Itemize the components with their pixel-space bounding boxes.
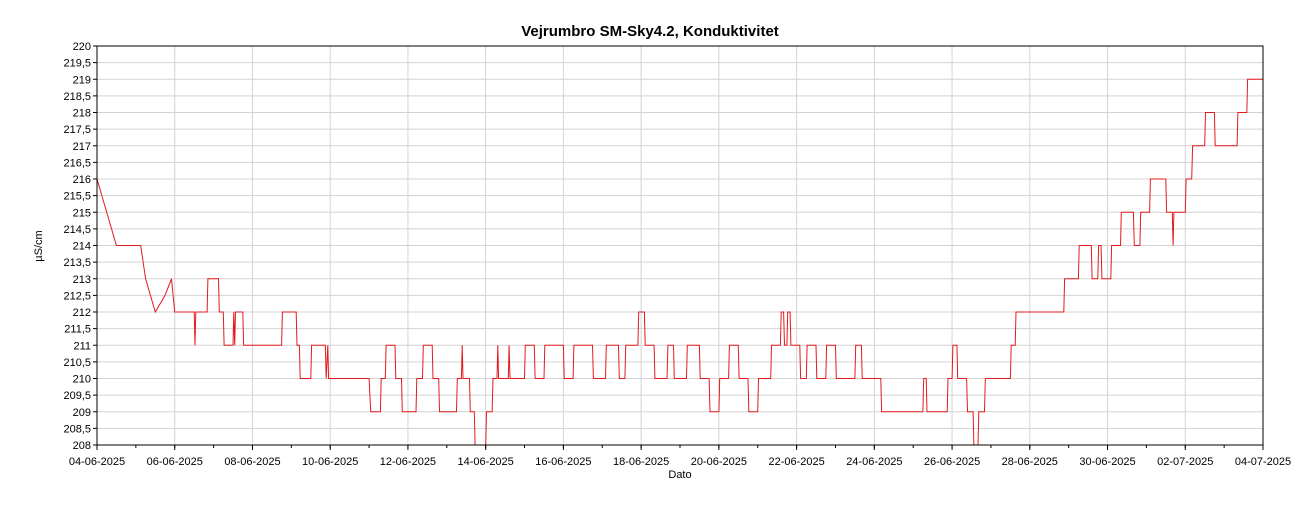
x-tick-label: 12-06-2025: [380, 456, 436, 468]
x-tick-label: 30-06-2025: [1079, 456, 1135, 468]
y-tick-label: 218: [73, 108, 91, 120]
y-tick-label: 215,5: [63, 191, 91, 203]
y-tick-label: 216: [73, 174, 91, 186]
y-tick-label: 214: [73, 241, 91, 253]
x-tick-label: 20-06-2025: [691, 456, 747, 468]
x-tick-label: 22-06-2025: [768, 456, 824, 468]
x-tick-label: 04-07-2025: [1235, 456, 1291, 468]
y-tick-label: 218,5: [63, 91, 91, 103]
y-tick-label: 210,5: [63, 357, 91, 369]
y-tick-label: 220: [73, 41, 91, 53]
y-tick-label: 214,5: [63, 224, 91, 236]
x-tick-label: 02-07-2025: [1157, 456, 1213, 468]
x-tick-label: 24-06-2025: [846, 456, 902, 468]
y-tick-label: 212: [73, 307, 91, 319]
x-tick-label: 10-06-2025: [302, 456, 358, 468]
y-tick-label: 217: [73, 141, 91, 153]
y-tick-label: 215: [73, 207, 91, 219]
y-tick-label: 213,5: [63, 257, 91, 269]
x-tick-label: 28-06-2025: [1002, 456, 1058, 468]
series-line: [96, 46, 1264, 446]
y-tick-label: 213: [73, 274, 91, 286]
axis-ticks: 208 208,5 209 209,5 210 210,5 211 211,5 212 212,5…: [63, 41, 1291, 468]
x-tick-label: 16-06-2025: [535, 456, 591, 468]
y-tick-label: 208,5: [63, 423, 91, 435]
y-tick-label: 219,5: [63, 58, 91, 70]
chart-title: Vejrumbro SM-Sky4.2, Konduktivitet: [521, 23, 779, 40]
y-tick-label: 209: [73, 407, 91, 419]
y-axis-label: µS/cm: [33, 230, 45, 261]
x-tick-label: 18-06-2025: [613, 456, 669, 468]
series-layer: [96, 46, 1264, 446]
y-tick-label: 211,5: [64, 324, 91, 336]
x-tick-label: 04-06-2025: [69, 456, 125, 468]
y-tick-label: 208: [73, 440, 91, 452]
plot-area-frame: [96, 45, 1264, 446]
y-tick-label: 212,5: [63, 290, 91, 302]
x-tick-label: 14-06-2025: [458, 456, 514, 468]
y-tick-label: 210: [73, 374, 91, 386]
y-tick-label: 209,5: [63, 390, 91, 402]
x-tick-label: 08-06-2025: [224, 456, 280, 468]
y-tick-label: 211: [73, 340, 91, 352]
y-tick-label: 216,5: [63, 157, 91, 169]
x-tick-label: 06-06-2025: [147, 456, 203, 468]
x-axis-label: Dato: [668, 469, 691, 481]
x-tick-label: 26-06-2025: [924, 456, 980, 468]
y-tick-label: 219: [73, 74, 91, 86]
y-tick-label: 217,5: [63, 124, 91, 136]
